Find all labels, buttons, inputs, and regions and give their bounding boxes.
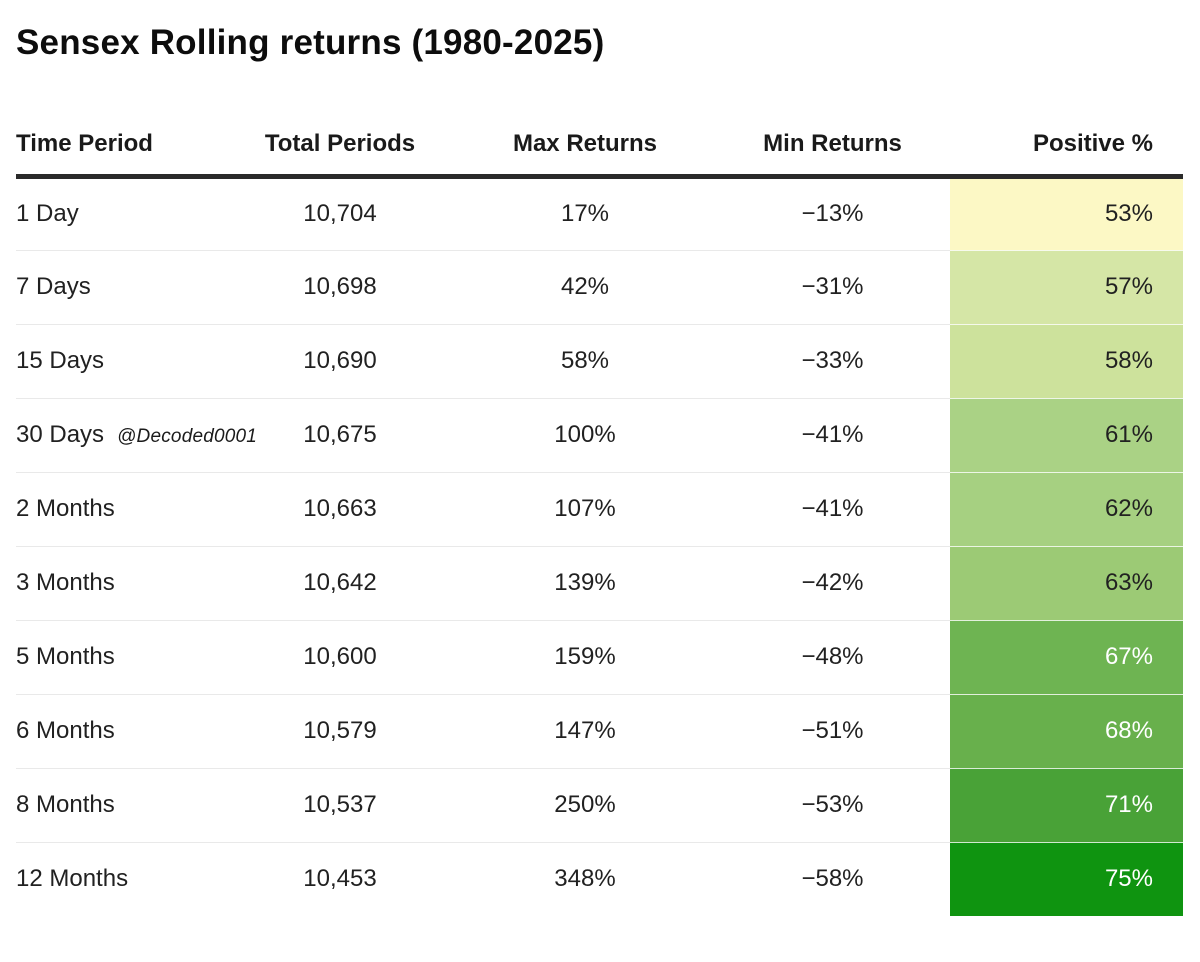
time-period-cell: 7 Days (16, 250, 225, 325)
time-period-cell: 8 Months (16, 768, 225, 843)
table-row: 30 Days @Decoded0001 10,675 100% −41% 61% (16, 398, 1183, 473)
max-returns-cell: 100% (455, 398, 715, 473)
min-returns-cell: −58% (801, 865, 864, 893)
time-period-cell: 5 Months (16, 620, 225, 695)
total-periods-cell: 10,579 (225, 694, 455, 769)
time-period-cell: 30 Days @Decoded0001 (16, 398, 257, 473)
min-returns-cell: −51% (715, 694, 950, 769)
header-min-returns: Min Returns (715, 64, 950, 179)
table-row: 7 Days 10,698 42% −31% 57% (16, 250, 1183, 325)
time-period-cell: 12 Months (16, 865, 129, 893)
total-periods-cell: 10,537 (225, 768, 455, 843)
table-row: 5 Months 10,600 159% −48% 67% (16, 620, 1183, 695)
min-returns-cell: −33% (715, 324, 950, 399)
min-returns-cell: −42% (715, 546, 950, 621)
time-period-cell: 1 Day (16, 176, 225, 251)
header-time-period: Time Period (16, 64, 225, 179)
max-returns-cell: 58% (455, 324, 715, 399)
max-returns-cell: 107% (455, 472, 715, 547)
max-returns-cell: 147% (455, 694, 715, 769)
total-periods-cell: 10,704 (225, 176, 455, 251)
max-returns-cell: 17% (455, 176, 715, 251)
min-returns-cell: −31% (715, 250, 950, 325)
max-returns-cell: 250% (455, 768, 715, 843)
watermark: @Decoded0001 (117, 426, 258, 447)
total-periods-cell: 10,690 (225, 324, 455, 399)
header-total-periods: Total Periods (225, 64, 455, 179)
header-positive-pct: Positive % (950, 64, 1183, 179)
positive-pct-cell: 53% (950, 176, 1183, 251)
max-returns-cell: 348% (554, 865, 616, 893)
total-periods-cell: 10,675 (225, 398, 455, 473)
page-title: Sensex Rolling returns (1980-2025) (16, 23, 605, 62)
positive-pct-cell: 62% (950, 472, 1183, 547)
time-period-cell: 6 Months (16, 694, 225, 769)
total-periods-cell: 10,698 (225, 250, 455, 325)
total-periods-cell: 10,663 (225, 472, 455, 547)
table-row: 3 Months 10,642 139% −42% 63% (16, 546, 1183, 621)
positive-pct-cell: 67% (950, 620, 1183, 695)
table-row: 15 Days 10,690 58% −33% 58% (16, 324, 1183, 399)
table-row: 8 Months 10,537 250% −53% 71% (16, 768, 1183, 843)
time-period-cell: 15 Days (16, 324, 225, 399)
min-returns-cell: −13% (715, 176, 950, 251)
max-returns-cell: 139% (455, 546, 715, 621)
min-returns-cell: −41% (715, 398, 950, 473)
table-header-row: Time Period Total Periods Max Returns Mi… (16, 64, 1183, 179)
positive-pct-cell: 68% (950, 694, 1183, 769)
positive-pct-cell: 63% (950, 546, 1183, 621)
positive-pct-cell: 75% (950, 842, 1183, 916)
max-returns-cell: 42% (455, 250, 715, 325)
total-periods-cell: 10,453 (303, 865, 377, 893)
time-period-cell: 2 Months (16, 472, 225, 547)
rolling-returns-table: Time Period Total Periods Max Returns Mi… (16, 64, 1183, 916)
min-returns-cell: −53% (715, 768, 950, 843)
table-row: 12 Months 10,453 348% −58% 75% (16, 842, 1183, 916)
table-row: 1 Day 10,704 17% −13% 53% (16, 176, 1183, 251)
table-row: 6 Months 10,579 147% −51% 68% (16, 694, 1183, 769)
min-returns-cell: −41% (715, 472, 950, 547)
header-max-returns: Max Returns (455, 64, 715, 179)
time-period-cell: 3 Months (16, 546, 225, 621)
total-periods-cell: 10,600 (225, 620, 455, 695)
min-returns-cell: −48% (715, 620, 950, 695)
time-period-label: 30 Days (16, 421, 105, 448)
total-periods-cell: 10,642 (225, 546, 455, 621)
max-returns-cell: 159% (455, 620, 715, 695)
positive-pct-cell: 57% (950, 250, 1183, 325)
table-row: 2 Months 10,663 107% −41% 62% (16, 472, 1183, 547)
positive-pct-cell: 58% (950, 324, 1183, 399)
positive-pct-cell: 61% (950, 398, 1183, 473)
positive-pct-cell: 71% (950, 768, 1183, 843)
